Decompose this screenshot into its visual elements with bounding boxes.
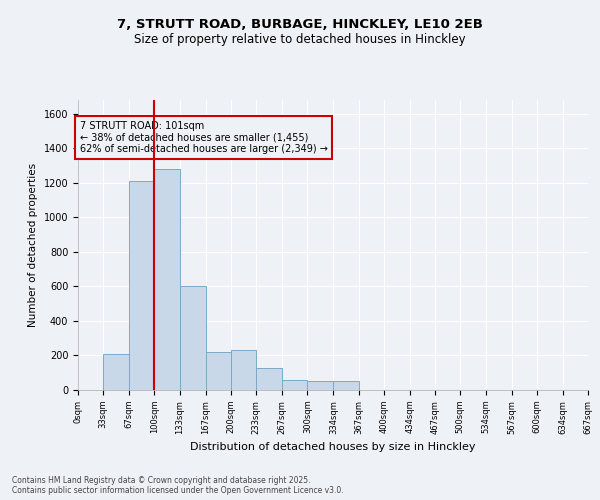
- X-axis label: Distribution of detached houses by size in Hinckley: Distribution of detached houses by size …: [190, 442, 476, 452]
- Bar: [334, 382, 359, 390]
- Text: Contains HM Land Registry data © Crown copyright and database right 2025.
Contai: Contains HM Land Registry data © Crown c…: [12, 476, 344, 495]
- Y-axis label: Number of detached properties: Number of detached properties: [28, 163, 38, 327]
- Bar: [129, 181, 154, 390]
- Bar: [256, 368, 282, 390]
- Bar: [103, 354, 129, 390]
- Bar: [206, 352, 231, 390]
- Bar: [307, 380, 334, 390]
- Bar: [231, 350, 256, 390]
- Text: Size of property relative to detached houses in Hinckley: Size of property relative to detached ho…: [134, 32, 466, 46]
- Bar: [179, 286, 206, 390]
- Text: 7, STRUTT ROAD, BURBAGE, HINCKLEY, LE10 2EB: 7, STRUTT ROAD, BURBAGE, HINCKLEY, LE10 …: [117, 18, 483, 30]
- Text: 7 STRUTT ROAD: 101sqm
← 38% of detached houses are smaller (1,455)
62% of semi-d: 7 STRUTT ROAD: 101sqm ← 38% of detached …: [80, 120, 328, 154]
- Bar: [154, 169, 179, 390]
- Bar: [282, 380, 307, 390]
